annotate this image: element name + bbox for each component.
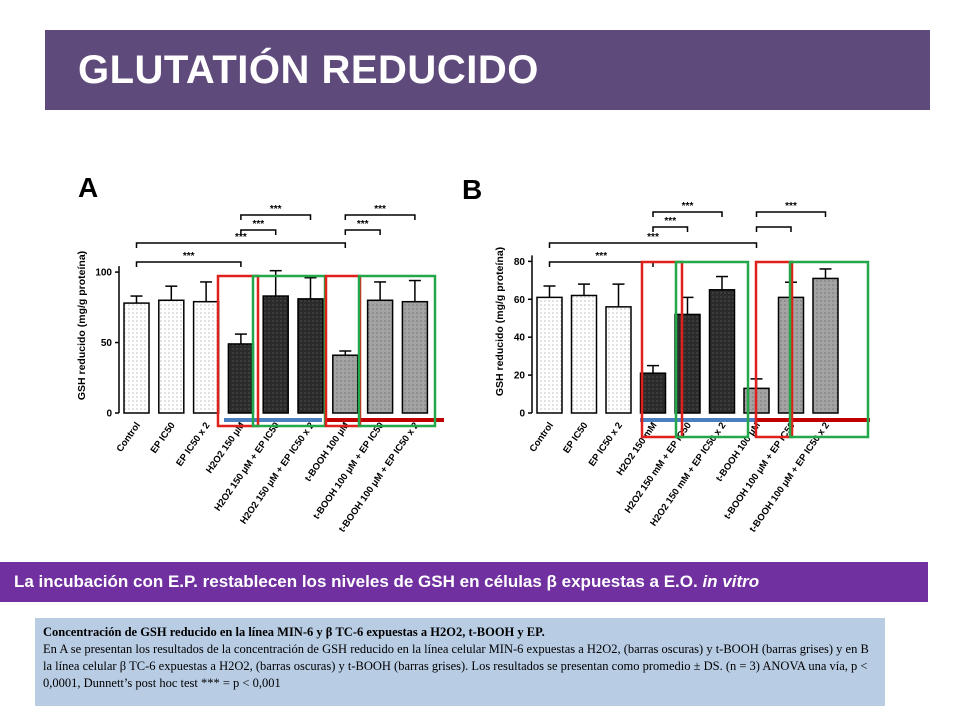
significance-label: *** <box>682 201 694 212</box>
y-tick-label: 0 <box>519 409 525 420</box>
y-tick-label: 40 <box>514 333 526 344</box>
highlight-box <box>640 260 684 439</box>
significance-bracket <box>755 226 792 232</box>
significance-bracket <box>135 261 242 267</box>
bar <box>674 313 701 414</box>
bar <box>401 300 429 414</box>
y-tick-label: 50 <box>101 338 113 349</box>
bar <box>812 277 839 414</box>
caption-title: Concentración de GSH reducido en la líne… <box>43 625 545 639</box>
highlight-box <box>788 260 870 439</box>
bar <box>158 299 185 414</box>
conclusion-text: La incubación con E.P. restablecen los n… <box>14 572 703 591</box>
y-axis-label: GSH reducido (mg/g proteína) <box>494 247 506 396</box>
category-label: Control <box>528 420 556 454</box>
bar <box>332 354 359 414</box>
highlight-box <box>754 260 794 439</box>
category-label: EP IC50 <box>561 420 590 455</box>
significance-bracket <box>240 229 277 235</box>
page-title: GLUTATIÓN REDUCIDO <box>78 48 539 92</box>
title-banner <box>45 30 930 110</box>
y-tick-label: 0 <box>106 409 112 420</box>
category-label: EP IC50 x 2 <box>587 420 625 468</box>
category-label: t-BOOH 100 μM + EP IC50 <box>722 420 797 521</box>
significance-label: *** <box>664 216 676 227</box>
panel-label-b: B <box>462 174 483 205</box>
bar <box>262 295 289 414</box>
category-label: H2O2 150 μM + EP IC50 <box>213 420 283 513</box>
significance-label: *** <box>357 219 369 230</box>
y-axis-label: GSH reducido (mg/g proteína) <box>76 251 88 400</box>
bar-charts: 0 50 100 GSH reducido (mg/g proteína) Contro… <box>76 201 870 534</box>
category-label: EP IC50 x 2 <box>174 420 212 468</box>
category-label: H2O2 150 mM + EP IC50 <box>623 420 694 515</box>
significance-bracket <box>652 226 689 232</box>
y-tick-label: 80 <box>514 257 526 268</box>
highlight-box <box>216 274 260 428</box>
significance-bracket <box>548 242 758 248</box>
significance-bracket <box>548 261 654 267</box>
chart-a: 0 50 100 GSH reducido (mg/g proteína) Contro… <box>76 204 444 534</box>
significance-bracket <box>755 211 827 217</box>
significance-label: *** <box>252 219 264 230</box>
significance-label: *** <box>595 251 607 262</box>
significance-label: *** <box>785 201 797 212</box>
significance-bracket <box>135 242 347 248</box>
panel-label-a: A <box>78 172 99 203</box>
category-label: EP IC50 <box>149 420 178 455</box>
chart-b: 0 20 40 60 80 GSH reducido (mg/g proteína) Con… <box>494 201 870 534</box>
significance-bracket <box>240 214 312 220</box>
y-tick-label: 60 <box>514 295 526 306</box>
significance-label: *** <box>235 232 247 243</box>
significance-bracket <box>652 211 723 217</box>
highlight-box <box>674 260 750 439</box>
bar <box>227 343 255 414</box>
figure-caption: Concentración de GSH reducido en la líne… <box>35 618 885 706</box>
bar <box>639 372 667 414</box>
significance-label: *** <box>183 251 195 262</box>
category-label: Control <box>115 420 143 454</box>
bar <box>366 299 394 414</box>
significance-bracket <box>344 229 381 235</box>
bar <box>123 302 150 414</box>
bar <box>297 298 324 414</box>
significance-label: *** <box>374 204 386 215</box>
conclusion-banner: La incubación con E.P. restablecen los n… <box>0 562 928 602</box>
bar <box>570 294 598 414</box>
bar <box>708 289 736 414</box>
conclusion-italic: in vitro <box>702 572 760 591</box>
category-label: t-BOOH 100 μM + EP IC50 <box>311 420 386 521</box>
y-tick-label: 100 <box>95 268 112 279</box>
bar <box>605 306 632 414</box>
bar <box>192 300 220 414</box>
y-tick-label: 20 <box>514 371 526 382</box>
bar <box>536 296 563 414</box>
highlight-box <box>357 274 437 428</box>
caption-body: En A se presentan los resultados de la c… <box>43 642 869 690</box>
significance-bracket <box>344 214 416 220</box>
significance-label: *** <box>270 204 282 215</box>
significance-label: *** <box>647 232 659 243</box>
